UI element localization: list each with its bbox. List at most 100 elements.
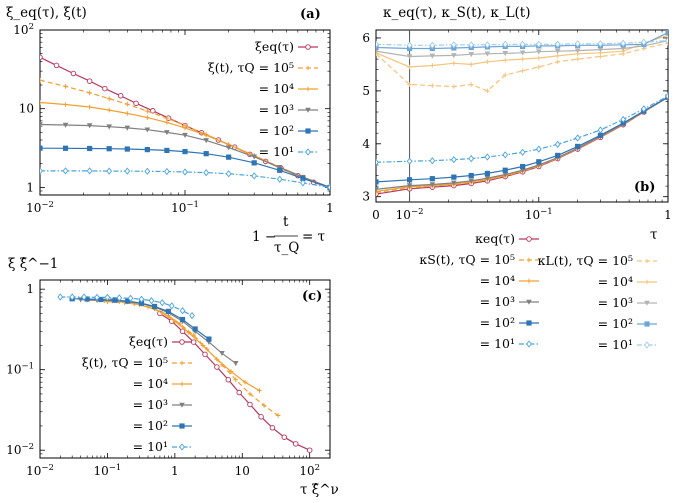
panel-c-axes: 10−2 10−1 1 10 102 10−2 10−1 1 xyxy=(6,280,331,478)
panel-b-label: (b) xyxy=(634,180,655,195)
data-point xyxy=(665,92,668,100)
data-point xyxy=(407,64,412,70)
y-tick-label: 4 xyxy=(362,137,370,151)
series-5 xyxy=(57,293,195,320)
data-point xyxy=(376,186,379,193)
data-point xyxy=(144,167,151,175)
panel-b-xlabel: τ xyxy=(650,227,657,243)
data-point xyxy=(62,122,69,128)
data-point xyxy=(40,145,43,151)
data-point xyxy=(226,154,232,160)
x-tick-label: 10−2 xyxy=(396,207,424,222)
panel-c-series xyxy=(57,293,313,453)
data-point xyxy=(179,307,186,315)
data-point xyxy=(468,52,475,58)
panel-a-xlabel-pre: 1 − xyxy=(252,229,276,245)
data-point xyxy=(519,40,526,48)
data-point xyxy=(192,326,198,332)
panel-c-ylabel: ξ ξ̂^−1 xyxy=(8,256,58,272)
data-point xyxy=(203,168,210,177)
data-point xyxy=(620,46,626,52)
data-point xyxy=(106,124,112,130)
data-point xyxy=(450,156,457,164)
data-point xyxy=(233,377,239,383)
data-point xyxy=(203,138,209,144)
data-point xyxy=(251,160,257,166)
data-point xyxy=(376,179,379,185)
legend-marker xyxy=(305,65,311,71)
series-line xyxy=(40,123,330,188)
series-3 xyxy=(376,94,668,193)
series-line xyxy=(376,96,668,194)
data-point xyxy=(269,425,276,431)
legend-marker xyxy=(305,86,311,92)
data-point xyxy=(251,154,257,160)
data-point xyxy=(555,53,560,59)
legend-marker xyxy=(526,257,532,263)
data-point xyxy=(225,376,232,383)
panel-c-xlabel: τ ξ̂^ν xyxy=(300,482,339,498)
data-point xyxy=(620,39,627,47)
data-point xyxy=(376,190,379,195)
data-point xyxy=(574,134,581,142)
data-point xyxy=(640,105,647,113)
data-point xyxy=(451,53,457,59)
data-point xyxy=(62,167,69,175)
panel-b-series xyxy=(376,30,668,197)
data-point xyxy=(555,59,560,65)
data-point xyxy=(502,151,509,159)
data-point xyxy=(40,122,43,128)
data-point xyxy=(145,108,150,114)
panel-b-frame xyxy=(375,29,669,203)
data-point xyxy=(665,40,668,46)
data-point xyxy=(247,401,253,408)
panel-a-xlabel-den: τ_Q xyxy=(274,240,299,256)
data-point xyxy=(179,328,186,335)
x-tick-label: 10−2 xyxy=(26,200,54,215)
data-point xyxy=(144,147,150,153)
data-point xyxy=(468,172,474,179)
data-point xyxy=(106,96,112,101)
series-0 xyxy=(157,310,313,453)
data-point xyxy=(451,84,457,89)
legend-marker xyxy=(179,402,185,408)
data-point xyxy=(189,311,195,320)
data-point xyxy=(376,158,379,166)
legend-label: κeq(τ) xyxy=(475,231,515,246)
x-tick-label: 1 xyxy=(171,464,179,478)
data-point xyxy=(429,176,435,182)
legend-marker xyxy=(644,279,650,285)
data-point xyxy=(127,294,134,302)
data-point xyxy=(376,189,379,194)
data-point xyxy=(519,167,526,174)
data-point xyxy=(186,330,191,335)
data-point xyxy=(406,157,413,165)
y-tick-label: 5 xyxy=(362,84,370,98)
data-point xyxy=(535,40,542,48)
data-point xyxy=(228,369,234,374)
series-line xyxy=(40,147,330,188)
data-point xyxy=(138,295,145,303)
data-point xyxy=(406,41,413,49)
panel-b-legend: κeq(τ) κS(t), τQ = 10⁵ = 10⁴ = 10³ = 10² = 10… xyxy=(419,231,657,352)
legend-marker xyxy=(526,278,532,284)
legend-label: = 10¹ xyxy=(133,439,168,454)
panel-b: κ_eq(τ), κ_S(t), κ_L(t) (b) 0 10−2 10−1 1 3 4… xyxy=(362,5,671,352)
legend-marker xyxy=(526,340,532,348)
legend-marker xyxy=(526,236,532,242)
x-tick-label: 10−1 xyxy=(94,463,122,478)
legend-label: = 10³ xyxy=(259,102,294,117)
series-3 xyxy=(40,122,330,191)
data-point xyxy=(376,40,379,48)
data-point xyxy=(53,62,60,69)
data-point xyxy=(106,107,112,113)
legend-label: = 10² xyxy=(259,123,294,138)
data-point xyxy=(665,32,668,38)
data-point xyxy=(640,38,647,46)
data-point xyxy=(484,153,491,161)
series-line xyxy=(40,170,330,188)
legend-label: κS(t), τQ = 10⁵ xyxy=(419,252,515,267)
data-point xyxy=(168,302,175,310)
legend-marker xyxy=(305,44,311,50)
